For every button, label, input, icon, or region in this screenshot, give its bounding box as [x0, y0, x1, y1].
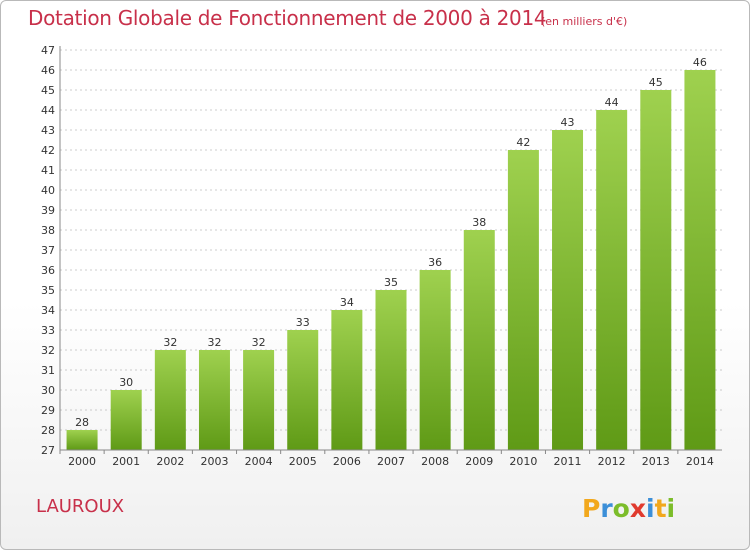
proxiti-logo: Proxiti [582, 494, 675, 523]
data-label: 35 [384, 276, 398, 289]
x-tick-label: 2012 [598, 455, 626, 468]
data-label: 42 [516, 136, 530, 149]
y-tick-label: 33 [41, 324, 55, 337]
y-tick-label: 45 [41, 84, 55, 97]
x-tick-label: 2010 [509, 455, 537, 468]
bar-2005 [287, 330, 319, 450]
x-axis: 2000 2001 2002 2003 2004 2005 2006 2007 2008 2009… [59, 449, 722, 468]
bar-2008 [419, 270, 451, 450]
y-tick-label: 42 [41, 144, 55, 157]
y-tick-label: 46 [41, 64, 55, 77]
bar-2013 [640, 90, 672, 450]
data-label: 33 [296, 316, 310, 329]
y-tick-label: 27 [41, 444, 55, 457]
y-tick-label: 32 [41, 344, 55, 357]
bar-2009 [463, 230, 495, 450]
x-tick-label: 2003 [200, 455, 228, 468]
y-tick-label: 28 [41, 424, 55, 437]
x-tick-label: 2011 [554, 455, 582, 468]
data-label: 44 [605, 96, 619, 109]
commune-name: LAUROUX [36, 496, 125, 517]
x-tick-label: 2014 [686, 455, 714, 468]
y-axis: 27 28 29 30 31 32 33 34 35 36 37 38 39 40 41 42 43 44 45 46… [41, 44, 61, 457]
svg-text:Proxiti: Proxiti [582, 494, 675, 523]
x-tick-label: 2008 [421, 455, 449, 468]
bar-2014 [684, 70, 716, 450]
y-tick-label: 37 [41, 244, 55, 257]
y-tick-label: 35 [41, 284, 55, 297]
y-tick-label: 38 [41, 224, 55, 237]
y-tick-label: 41 [41, 164, 55, 177]
data-label: 32 [207, 336, 221, 349]
y-tick-label: 44 [41, 104, 55, 117]
x-tick-label: 2002 [156, 455, 184, 468]
data-label: 32 [163, 336, 177, 349]
y-tick-label: 40 [41, 184, 55, 197]
bars [66, 70, 716, 450]
x-tick-label: 2007 [377, 455, 405, 468]
chart-title: Dotation Globale de Fonctionnement de 20… [28, 6, 547, 30]
bar-2004 [243, 350, 275, 450]
data-label: 43 [561, 116, 575, 129]
data-label: 30 [119, 376, 133, 389]
x-tick-label: 2000 [68, 455, 96, 468]
x-tick-label: 2013 [642, 455, 670, 468]
y-tick-label: 31 [41, 364, 55, 377]
data-labels: 28 30 32 32 32 33 34 35 36 38 42 43 44 45 46 [75, 56, 707, 429]
y-tick-label: 43 [41, 124, 55, 137]
x-tick-label: 2005 [289, 455, 317, 468]
x-tick-label: 2001 [112, 455, 140, 468]
data-label: 46 [693, 56, 707, 69]
chart-subtitle: (en milliers d'€) [541, 15, 628, 28]
y-tick-label: 34 [41, 304, 55, 317]
bar-2011 [552, 130, 584, 450]
bar-2000 [66, 430, 98, 450]
bar-2010 [507, 150, 539, 450]
y-tick-label: 36 [41, 264, 55, 277]
bar-2012 [596, 110, 628, 450]
y-tick-label: 39 [41, 204, 55, 217]
y-tick-label: 47 [41, 44, 55, 57]
bar-2001 [110, 390, 142, 450]
data-label: 34 [340, 296, 354, 309]
data-label: 36 [428, 256, 442, 269]
x-tick-label: 2009 [465, 455, 493, 468]
bar-2002 [154, 350, 186, 450]
data-label: 38 [472, 216, 486, 229]
bar-2007 [375, 290, 407, 450]
data-label: 32 [252, 336, 266, 349]
x-tick-label: 2004 [245, 455, 273, 468]
data-label: 28 [75, 416, 89, 429]
bar-2006 [331, 310, 363, 450]
bar-2003 [198, 350, 230, 450]
y-tick-label: 29 [41, 404, 55, 417]
data-label: 45 [649, 76, 663, 89]
y-tick-label: 30 [41, 384, 55, 397]
x-tick-label: 2006 [333, 455, 361, 468]
